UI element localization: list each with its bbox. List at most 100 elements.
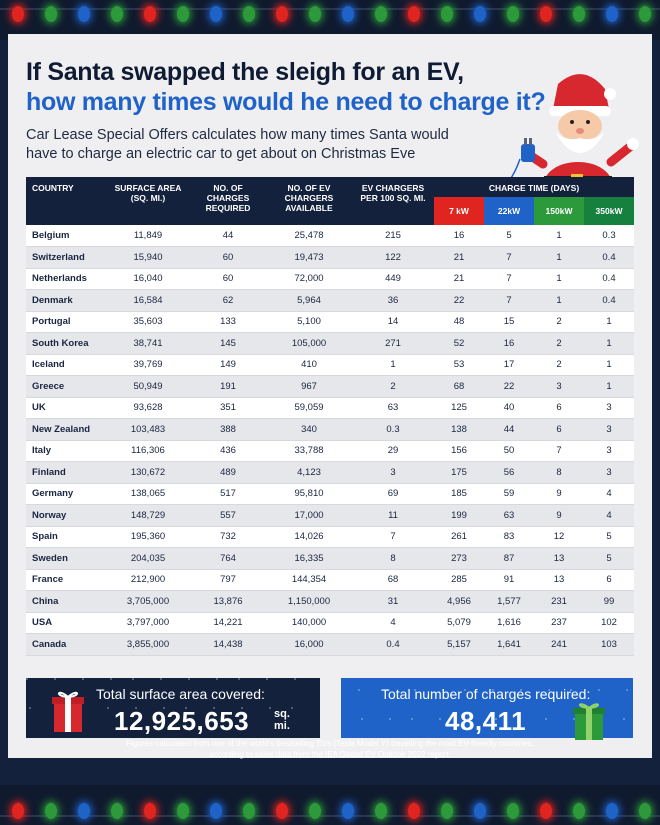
value-cell: 15	[484, 311, 534, 333]
total-surface-value: 12,925,653	[114, 706, 250, 736]
value-cell: 15,940	[106, 246, 190, 269]
light-bulb	[540, 803, 552, 819]
value-cell: 1	[584, 375, 634, 398]
value-cell: 16,335	[266, 547, 352, 570]
header-7kw: 7 kW	[434, 197, 484, 225]
country-cell: France	[26, 569, 106, 591]
country-cell: Greece	[26, 375, 106, 398]
value-cell: 63	[484, 504, 534, 527]
table-row: Spain 195,360 732 14,026 7 261 83 12 5	[26, 526, 634, 548]
value-cell: 130,672	[106, 461, 190, 484]
value-cell: 764	[190, 547, 266, 570]
value-cell: 11,849	[106, 225, 190, 247]
header-350kw: 350kW	[584, 197, 634, 225]
value-cell: 7	[534, 440, 584, 462]
value-cell: 7	[484, 289, 534, 312]
value-cell: 732	[190, 526, 266, 548]
header-22kw: 22kW	[484, 197, 534, 225]
value-cell: 3	[584, 461, 634, 484]
value-cell: 7	[484, 246, 534, 269]
light-bulb	[639, 6, 651, 22]
value-cell: 17,000	[266, 504, 352, 527]
table-row: UK 93,628 351 59,059 63 125 40 6 3	[26, 397, 634, 419]
light-bulb	[78, 6, 90, 22]
country-cell: Denmark	[26, 289, 106, 312]
table-row: Canada 3,855,000 14,438 16,000 0.4 5,157 1,641…	[26, 633, 634, 656]
table-row: USA 3,797,000 14,221 140,000 4 5,079 1,616 237 1…	[26, 612, 634, 634]
value-cell: 5,100	[266, 311, 352, 333]
light-bulb	[243, 6, 255, 22]
country-cell: Switzerland	[26, 246, 106, 269]
light-bulb	[243, 803, 255, 819]
value-cell: 557	[190, 504, 266, 527]
value-cell: 4,123	[266, 461, 352, 484]
value-cell: 14,221	[190, 612, 266, 634]
value-cell: 0.4	[584, 289, 634, 312]
value-cell: 22	[484, 375, 534, 398]
light-bulb	[210, 803, 222, 819]
value-cell: 31	[352, 590, 434, 613]
table-row: Denmark 16,584 62 5,964 36 22 7 1 0.4	[26, 289, 634, 312]
value-cell: 29	[352, 440, 434, 462]
value-cell: 16	[484, 332, 534, 355]
value-cell: 3	[584, 440, 634, 462]
value-cell: 40	[484, 397, 534, 419]
value-cell: 1,150,000	[266, 590, 352, 613]
value-cell: 14,438	[190, 633, 266, 656]
total-surface-area-box: Total surface area covered: 12,925,653 s…	[26, 678, 320, 738]
table-row: China 3,705,000 13,876 1,150,000 31 4,956 1,57…	[26, 590, 634, 613]
value-cell: 103,483	[106, 418, 190, 441]
footnote: Figures calculated from one of the world…	[0, 738, 660, 760]
value-cell: 0.4	[584, 246, 634, 269]
value-cell: 204,035	[106, 547, 190, 570]
table-row: France 212,900 797 144,354 68 285 91 13 6	[26, 569, 634, 591]
christmas-lights-top	[0, 0, 660, 40]
header-charges-required: NO. OF CHARGES REQUIRED	[190, 177, 266, 225]
value-cell: 410	[266, 354, 352, 376]
value-cell: 16,000	[266, 633, 352, 656]
value-cell: 83	[484, 526, 534, 548]
infographic-card: If Santa swapped the sleigh for an EV, h…	[8, 34, 652, 758]
value-cell: 33,788	[266, 440, 352, 462]
value-cell: 517	[190, 483, 266, 505]
christmas-lights-bottom	[0, 785, 660, 825]
country-cell: USA	[26, 612, 106, 634]
light-bulb	[210, 6, 222, 22]
value-cell: 60	[190, 268, 266, 290]
light-bulb	[144, 803, 156, 819]
country-cell: UK	[26, 397, 106, 419]
value-cell: 273	[434, 547, 484, 570]
value-cell: 6	[534, 397, 584, 419]
country-cell: China	[26, 590, 106, 613]
total-surface-unit-line1: sq.	[274, 708, 290, 720]
value-cell: 48	[434, 311, 484, 333]
light-bulb	[606, 803, 618, 819]
value-cell: 50,949	[106, 375, 190, 398]
value-cell: 2	[352, 375, 434, 398]
value-cell: 25,478	[266, 225, 352, 247]
value-cell: 53	[434, 354, 484, 376]
value-cell: 3	[534, 375, 584, 398]
value-cell: 4	[352, 612, 434, 634]
value-cell: 3	[584, 418, 634, 441]
value-cell: 175	[434, 461, 484, 484]
value-cell: 2	[534, 311, 584, 333]
value-cell: 0.4	[352, 633, 434, 656]
value-cell: 87	[484, 547, 534, 570]
light-bulb	[507, 803, 519, 819]
value-cell: 489	[190, 461, 266, 484]
header-surface-area: SURFACE AREA (SQ. MI.)	[106, 177, 190, 225]
value-cell: 122	[352, 246, 434, 269]
value-cell: 436	[190, 440, 266, 462]
value-cell: 17	[484, 354, 534, 376]
light-bulb	[375, 6, 387, 22]
value-cell: 4,956	[434, 590, 484, 613]
light-bulb	[45, 6, 57, 22]
value-cell: 7	[352, 526, 434, 548]
table-row: Sweden 204,035 764 16,335 8 273 87 13 5	[26, 547, 634, 570]
table-row: Belgium 11,849 44 25,478 215 16 5 1 0.3	[26, 225, 634, 247]
footnote-line-2: according to sales data from the IEA Glo…	[209, 750, 451, 759]
value-cell: 14,026	[266, 526, 352, 548]
value-cell: 9	[534, 504, 584, 527]
value-cell: 237	[534, 612, 584, 634]
